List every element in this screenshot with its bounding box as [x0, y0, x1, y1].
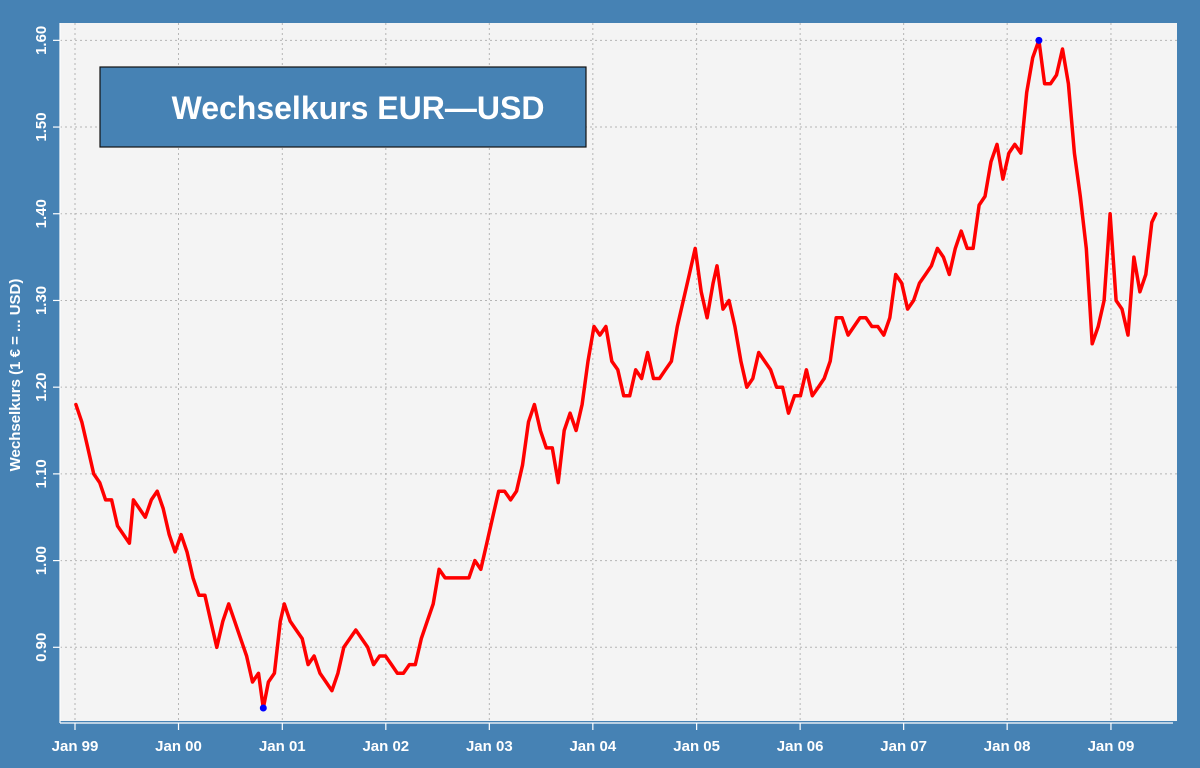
y-tick-label: 1.40 [33, 199, 50, 228]
chart-title: Wechselkurs EUR—USD [172, 90, 545, 126]
x-tick-label: Jan 02 [362, 738, 409, 755]
x-tick-label: Jan 06 [777, 738, 824, 755]
series-layer [74, 38, 1158, 710]
x-tick-label: Jan 99 [52, 738, 99, 755]
extreme-point-marker [259, 704, 267, 712]
y-tick-label: 1.30 [33, 286, 50, 315]
y-tick-label: 0.90 [33, 633, 50, 662]
y-axis-title: Wechselkurs (1 € = ... USD) [7, 279, 24, 472]
extreme-point-marker [1035, 36, 1043, 44]
x-tick-label: Jan 09 [1088, 738, 1135, 755]
x-tick-label: Jan 00 [155, 738, 202, 755]
x-tick-label: Jan 07 [880, 738, 927, 755]
axes: Jan 99 Jan 00 Jan 01 Jan 02 Jan 03 Jan 04 Jan … [33, 23, 1173, 755]
x-tick-label: Jan 08 [984, 738, 1031, 755]
y-tick-label: 1.60 [33, 26, 50, 55]
x-tick-label: Jan 05 [673, 738, 720, 755]
chart-title-box: Wechselkurs EUR—USD [99, 66, 587, 148]
y-tick-label: 1.20 [33, 373, 50, 402]
y-tick-label: 1.10 [33, 459, 50, 488]
x-tick-label: Jan 04 [569, 738, 616, 755]
x-tick-label: Jan 01 [259, 738, 306, 755]
x-tick-label: Jan 03 [466, 738, 513, 755]
marker-layer [259, 36, 1043, 712]
y-tick-label: 1.50 [33, 112, 50, 141]
y-tick-label: 1.00 [33, 546, 50, 575]
exchange-rate-line [74, 38, 1158, 710]
